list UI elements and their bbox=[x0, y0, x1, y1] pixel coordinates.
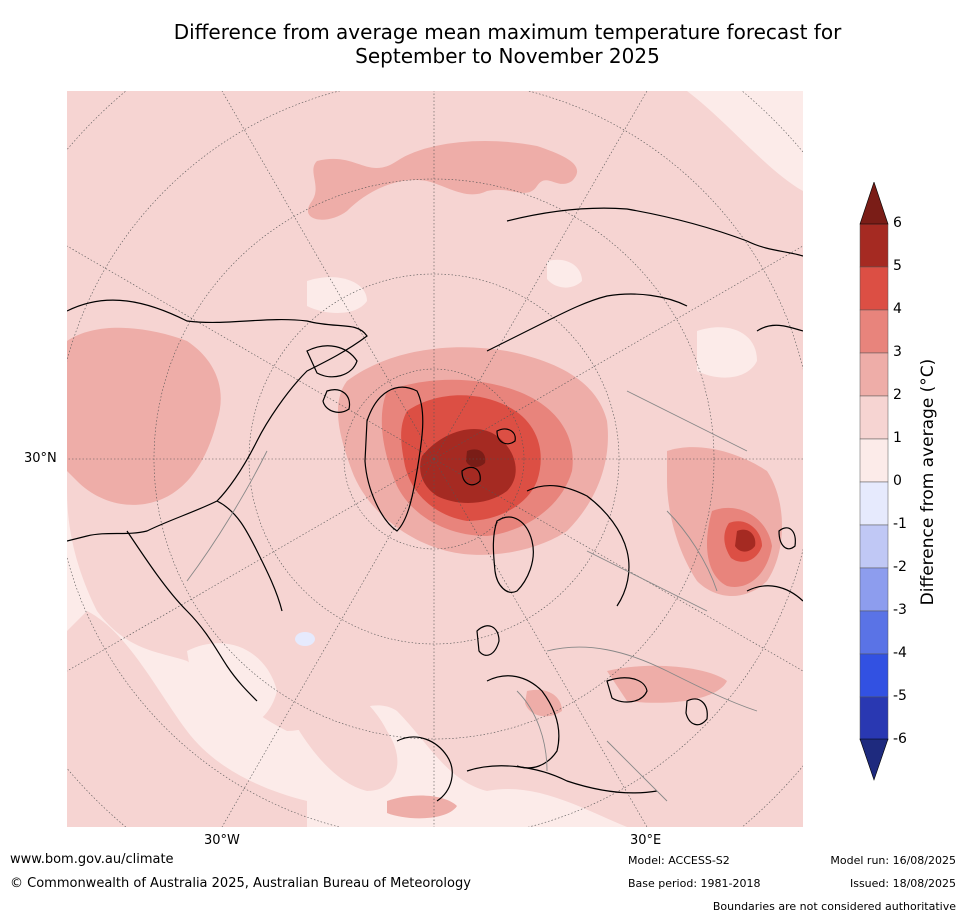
footer-url: www.bom.gov.au/climate bbox=[10, 852, 174, 867]
colorbar-box bbox=[859, 524, 889, 569]
footer-disclaimer: Boundaries are not considered authoritat… bbox=[712, 900, 956, 913]
colorbar-box bbox=[859, 481, 889, 526]
anomaly-1-2-region bbox=[67, 611, 307, 827]
map-title: Difference from average mean maximum tem… bbox=[0, 20, 965, 68]
colorbar-box bbox=[859, 653, 889, 698]
footer-copyright: © Commonwealth of Australia 2025, Austra… bbox=[10, 876, 471, 891]
colorbar-tick-label: -1 bbox=[893, 516, 907, 532]
anomaly-2-3-region bbox=[307, 141, 578, 220]
anomaly-over-6-region bbox=[466, 449, 486, 467]
latitude-label-30n: 30°N bbox=[24, 451, 57, 466]
colorbar-box bbox=[859, 696, 889, 741]
anomaly-1-2-region bbox=[277, 651, 398, 791]
anomaly-2-3-region bbox=[607, 665, 727, 703]
colorbar-title: Difference from average (°C) bbox=[918, 358, 938, 606]
colorbar-over-triangle bbox=[859, 182, 889, 225]
anomaly-5-6-region bbox=[735, 529, 756, 552]
country-borders bbox=[186, 390, 758, 802]
anomaly-0-1-region bbox=[187, 643, 277, 729]
colorbar-box bbox=[859, 567, 889, 612]
anomaly-0-1-region bbox=[307, 277, 367, 313]
colorbar-tick-label: 3 bbox=[893, 344, 902, 360]
colorbar-tick-label: 5 bbox=[893, 258, 902, 274]
colorbar bbox=[859, 182, 889, 781]
colorbar-boxes bbox=[859, 223, 889, 741]
coastlines bbox=[67, 207, 803, 802]
footer-model-run: Model run: 16/08/2025 bbox=[830, 854, 956, 867]
colorbar-under-triangle bbox=[859, 738, 889, 781]
colorbar-tick-label: -4 bbox=[893, 645, 907, 661]
title-line-1: Difference from average mean maximum tem… bbox=[173, 20, 842, 44]
colorbar-box bbox=[859, 352, 889, 397]
colorbar-tick-label: -2 bbox=[893, 559, 907, 575]
colorbar-box bbox=[859, 309, 889, 354]
colorbar-box bbox=[859, 610, 889, 655]
colorbar-tick-label: -5 bbox=[893, 688, 907, 704]
colorbar-tick-label: -6 bbox=[893, 731, 907, 747]
colorbar-tick-label: 4 bbox=[893, 301, 902, 317]
colorbar-box bbox=[859, 223, 889, 268]
colorbar-box bbox=[859, 266, 889, 311]
anomaly-negative-region bbox=[295, 632, 315, 646]
colorbar-tick-label: 2 bbox=[893, 387, 902, 403]
map-svg bbox=[67, 91, 803, 827]
longitude-label-30e: 30°E bbox=[630, 833, 662, 848]
footer-base-period: Base period: 1981-2018 bbox=[628, 877, 761, 890]
colorbar-tick-label: 0 bbox=[893, 473, 902, 489]
footer-model: Model: ACCESS-S2 bbox=[628, 854, 730, 867]
anomaly-0-1-region bbox=[547, 259, 582, 288]
footer-issued: Issued: 18/08/2025 bbox=[849, 877, 956, 890]
longitude-label-30w: 30°W bbox=[204, 833, 240, 848]
colorbar-tick-label: 1 bbox=[893, 430, 902, 446]
anomaly-2-3-region bbox=[67, 327, 221, 505]
anomaly-2-3-region bbox=[387, 795, 457, 819]
colorbar-box bbox=[859, 395, 889, 440]
colorbar-tick-label: 6 bbox=[893, 215, 902, 231]
forecast-map bbox=[67, 91, 803, 827]
anomaly-0-1-region bbox=[697, 327, 757, 378]
colorbar-box bbox=[859, 438, 889, 483]
anomaly-5-6-region bbox=[420, 428, 516, 503]
colorbar-tick-label: -3 bbox=[893, 602, 907, 618]
title-line-2: September to November 2025 bbox=[355, 44, 660, 68]
